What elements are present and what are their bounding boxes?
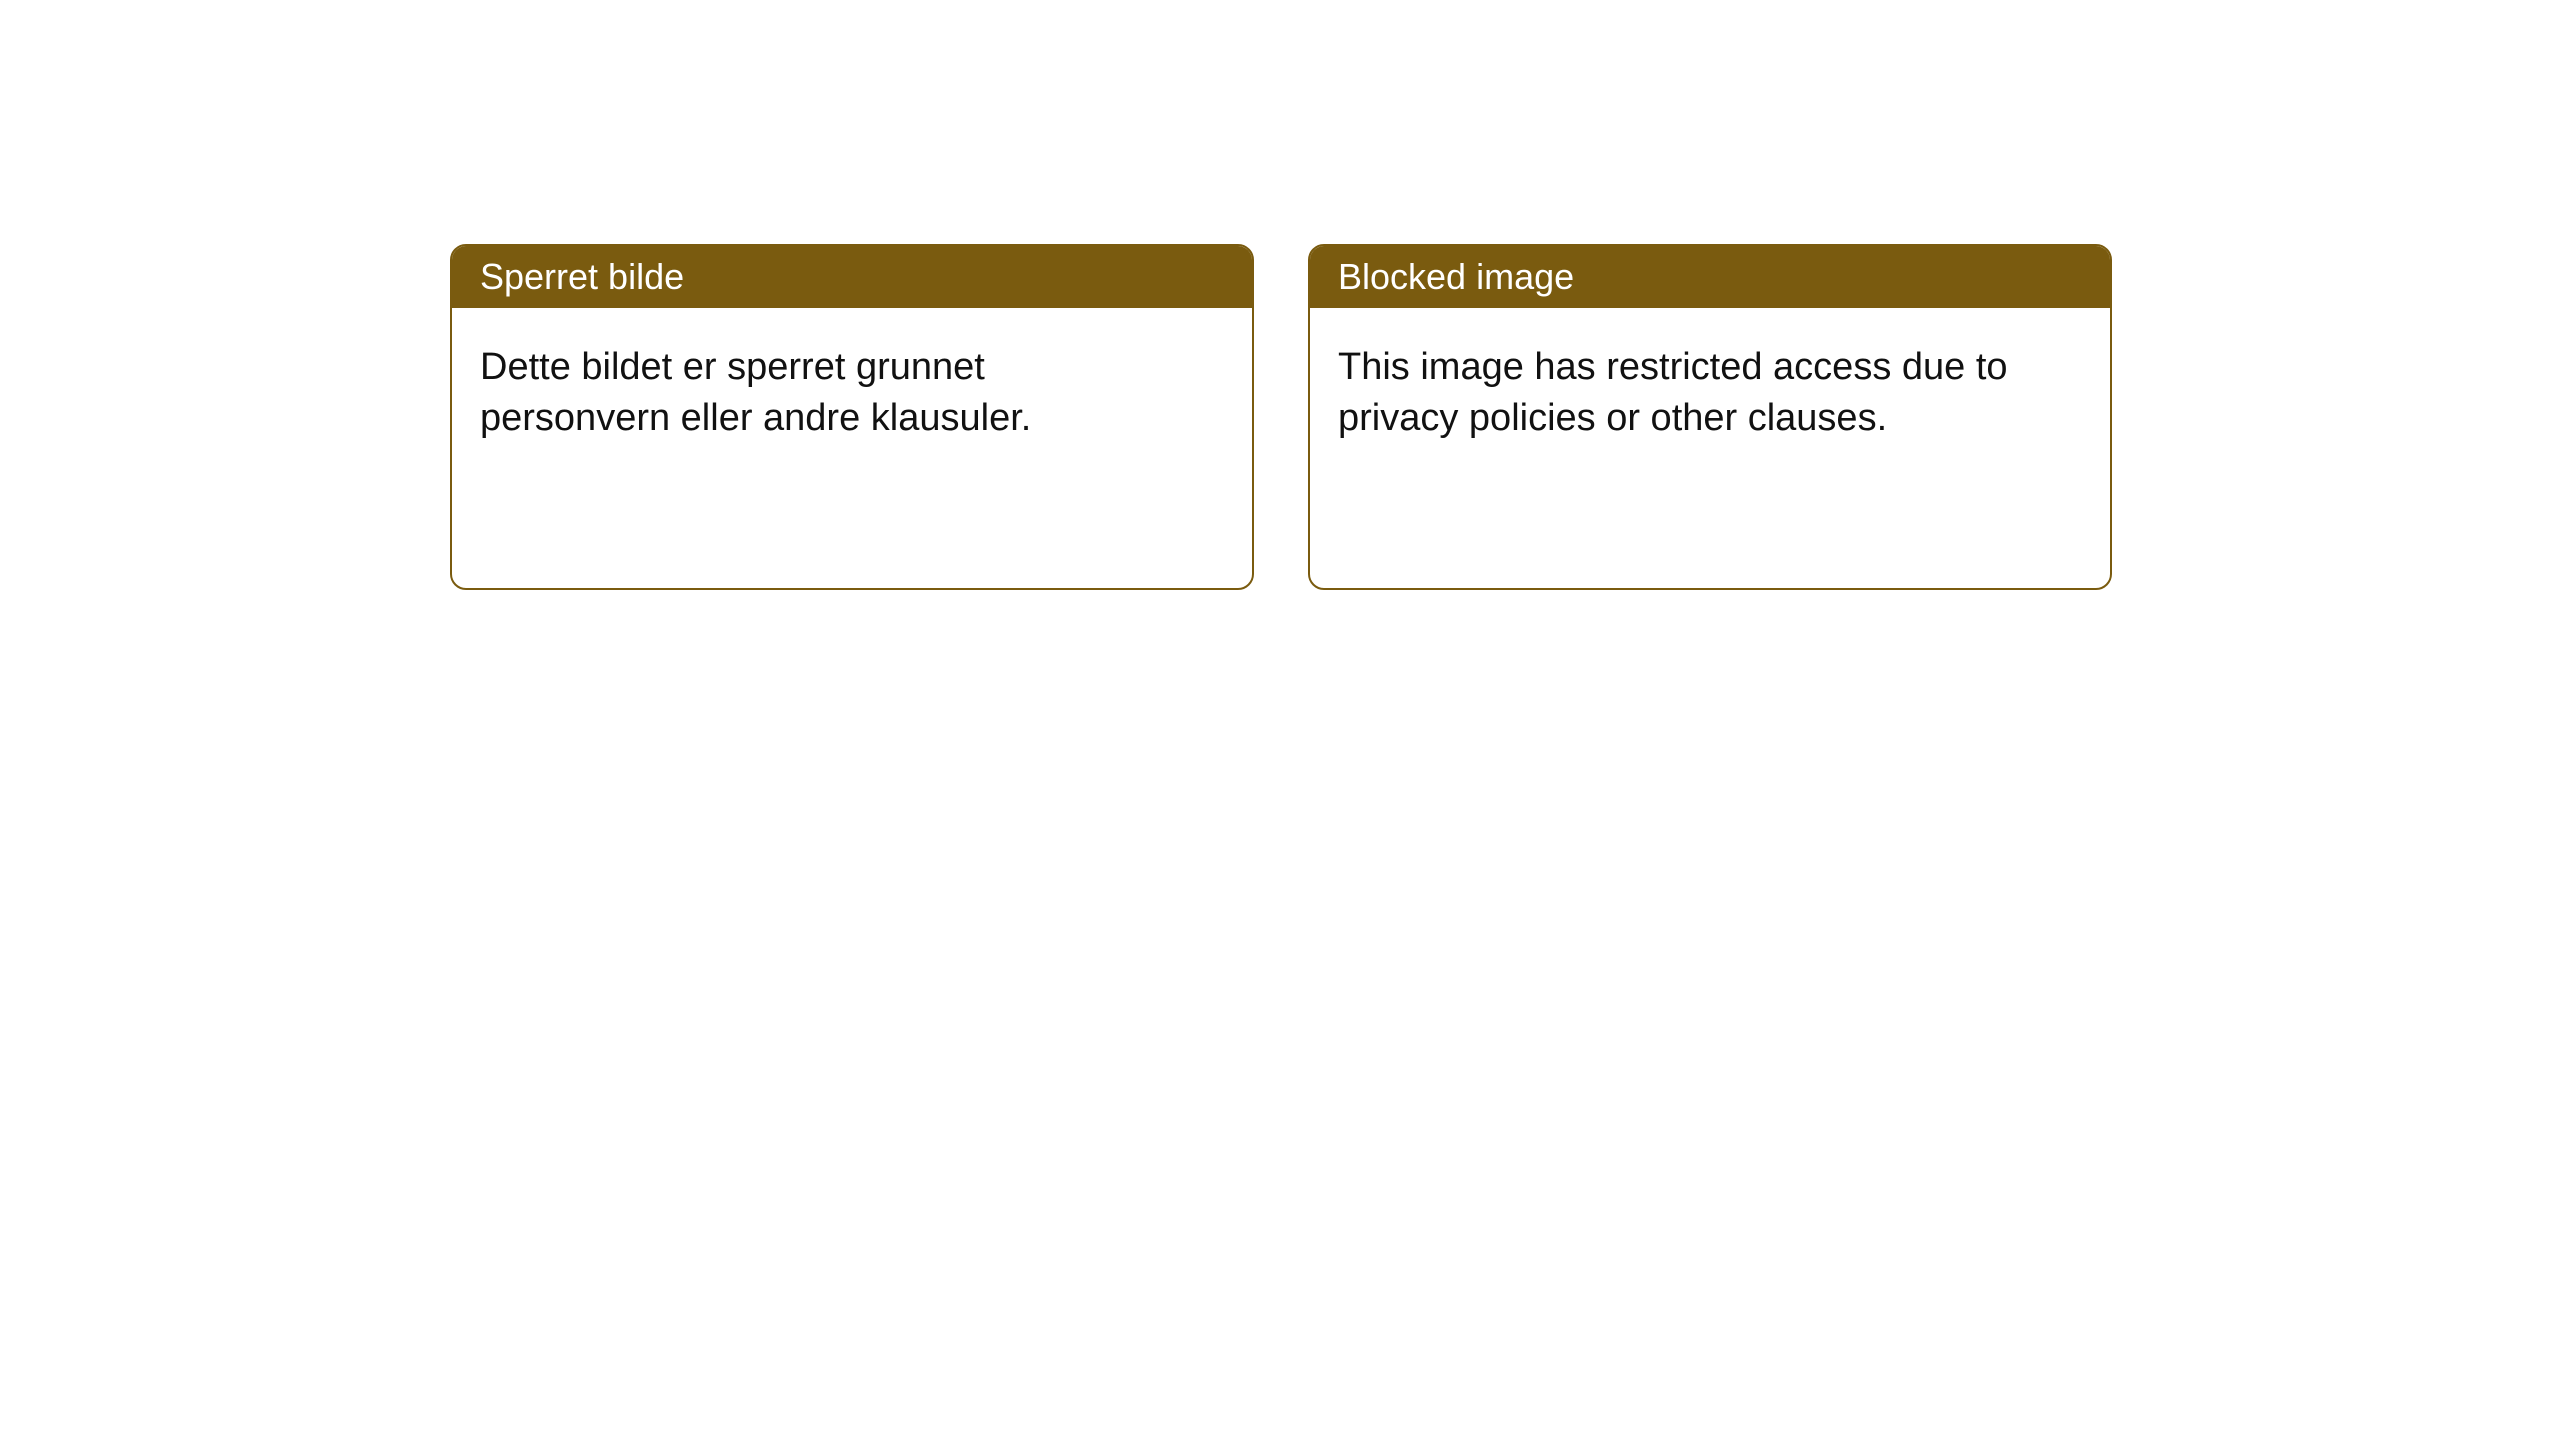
notice-card-norwegian: Sperret bilde Dette bildet er sperret gr… [450,244,1254,590]
notice-title: Blocked image [1338,256,1574,297]
notice-body-text: This image has restricted access due to … [1338,342,2018,445]
notice-body: Dette bildet er sperret grunnet personve… [452,308,1252,588]
notice-card-english: Blocked image This image has restricted … [1308,244,2112,590]
notice-header: Sperret bilde [452,246,1252,308]
notice-body-text: Dette bildet er sperret grunnet personve… [480,342,1160,445]
notice-header: Blocked image [1310,246,2110,308]
notice-container: Sperret bilde Dette bildet er sperret gr… [0,0,2560,590]
notice-body: This image has restricted access due to … [1310,308,2110,588]
notice-title: Sperret bilde [480,256,684,297]
